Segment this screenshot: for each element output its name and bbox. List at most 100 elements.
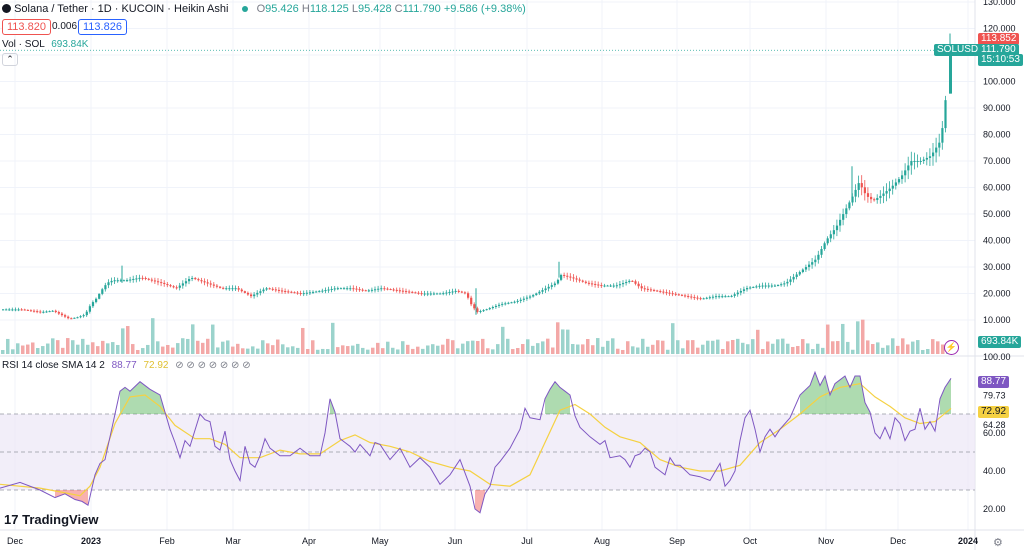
candle-body <box>305 292 308 294</box>
candle-body <box>913 161 916 162</box>
volume-bar <box>356 343 360 354</box>
candle-body <box>832 230 835 235</box>
candle-body <box>101 289 104 294</box>
candle-body <box>157 281 160 283</box>
candle-body <box>454 290 457 292</box>
candle-body <box>572 277 575 279</box>
candle-body <box>432 293 436 295</box>
volume-bar <box>111 342 115 354</box>
candle-body <box>519 299 522 301</box>
volume-bar <box>136 349 140 354</box>
candle-body <box>485 309 488 311</box>
candle-body <box>132 278 135 280</box>
volume-bar <box>866 340 870 354</box>
volume-bar <box>146 344 150 354</box>
volume-bar <box>461 343 465 354</box>
high-price-tag: 113.852 <box>978 33 1020 45</box>
candle-body <box>733 294 736 296</box>
candle-body <box>609 285 612 287</box>
volume-tag: 693.84K <box>978 336 1022 348</box>
volume-bar <box>121 328 125 354</box>
candle-body <box>147 278 150 280</box>
candle-body <box>336 288 339 290</box>
volume-bar <box>611 338 615 354</box>
tradingview-logo: 17 TradingView <box>4 512 98 527</box>
symbol-title[interactable]: Solana / Tether · 1D · KUCOIN · Heikin A… <box>14 3 229 15</box>
candle-body <box>246 292 250 295</box>
candle-body <box>451 291 454 293</box>
candle-body <box>48 311 51 313</box>
chevron-up-icon[interactable]: ⌃ <box>2 53 18 66</box>
candle-body <box>308 292 312 294</box>
candle-body <box>318 291 321 293</box>
volume-bar <box>76 344 80 354</box>
volume-bar <box>271 345 275 354</box>
volume-bar <box>896 345 900 354</box>
candle-body <box>8 309 11 311</box>
candle-body <box>888 188 891 192</box>
volume-bar <box>776 339 780 354</box>
candle-body <box>777 285 780 287</box>
candle-body <box>494 305 498 307</box>
candle-body <box>541 290 544 292</box>
candle-body <box>538 291 541 294</box>
candle-body <box>829 234 832 239</box>
candle-body <box>144 277 147 279</box>
candle-body <box>826 238 829 244</box>
volume-bar <box>836 341 840 354</box>
volume-bar <box>766 341 770 354</box>
volume-bar <box>291 346 295 354</box>
candle-body <box>377 288 380 290</box>
countdown-tag: 15:10:53 <box>978 54 1023 66</box>
volume-bar <box>616 348 620 354</box>
candle-body <box>659 291 662 293</box>
candle-body <box>879 195 882 198</box>
candle-body <box>804 267 808 270</box>
volume-bar <box>911 341 915 354</box>
volume-bar <box>421 348 425 354</box>
volume-bar <box>236 343 240 354</box>
candle-body <box>770 285 773 287</box>
candle-body <box>758 285 761 287</box>
candle-body <box>696 297 699 299</box>
candle-body <box>250 294 253 297</box>
candle-body <box>702 298 705 300</box>
candle-body <box>467 293 470 298</box>
candle-body <box>287 291 290 293</box>
market-open-icon <box>241 6 248 12</box>
candle-body <box>398 290 401 292</box>
price-tick-label: 80.000 <box>983 130 1011 140</box>
indicator-options-icons[interactable]: ⊘ ⊘ ⊘ ⊘ ⊘ ⊘ ⊘ <box>175 360 251 371</box>
volume-bar <box>591 345 595 354</box>
volume-bar <box>296 347 300 354</box>
time-axis-label: 2023 <box>81 536 101 546</box>
candle-body <box>141 277 144 279</box>
volume-bar <box>871 344 875 354</box>
volume-bar <box>511 349 515 354</box>
candle-body <box>95 298 98 303</box>
volume-bar <box>231 346 235 354</box>
buy-price-button[interactable]: 113.826 <box>78 19 127 35</box>
volume-bar <box>756 329 760 354</box>
candle-body <box>277 289 281 291</box>
candle-body <box>346 288 349 290</box>
gear-icon[interactable]: ⚙ <box>993 537 1003 549</box>
rsi-overbought-fill <box>940 378 951 414</box>
time-axis-label: 2024 <box>958 536 978 546</box>
candle-body <box>715 296 718 298</box>
lightning-icon[interactable]: ⚡ <box>944 340 959 355</box>
candle-body <box>544 288 547 291</box>
rsi-tick-label: 40.00 <box>983 466 1006 476</box>
candle-body <box>194 277 197 280</box>
volume-bar <box>221 341 225 354</box>
volume-bar <box>366 349 370 354</box>
candle-body <box>364 290 367 292</box>
candle-body <box>498 304 501 306</box>
rsi-line <box>0 370 952 514</box>
candle-body <box>529 296 532 298</box>
candle-body <box>113 280 116 282</box>
sell-price-button[interactable]: 113.820 <box>2 19 51 35</box>
candle-body <box>243 291 246 293</box>
candle-body <box>854 189 857 197</box>
